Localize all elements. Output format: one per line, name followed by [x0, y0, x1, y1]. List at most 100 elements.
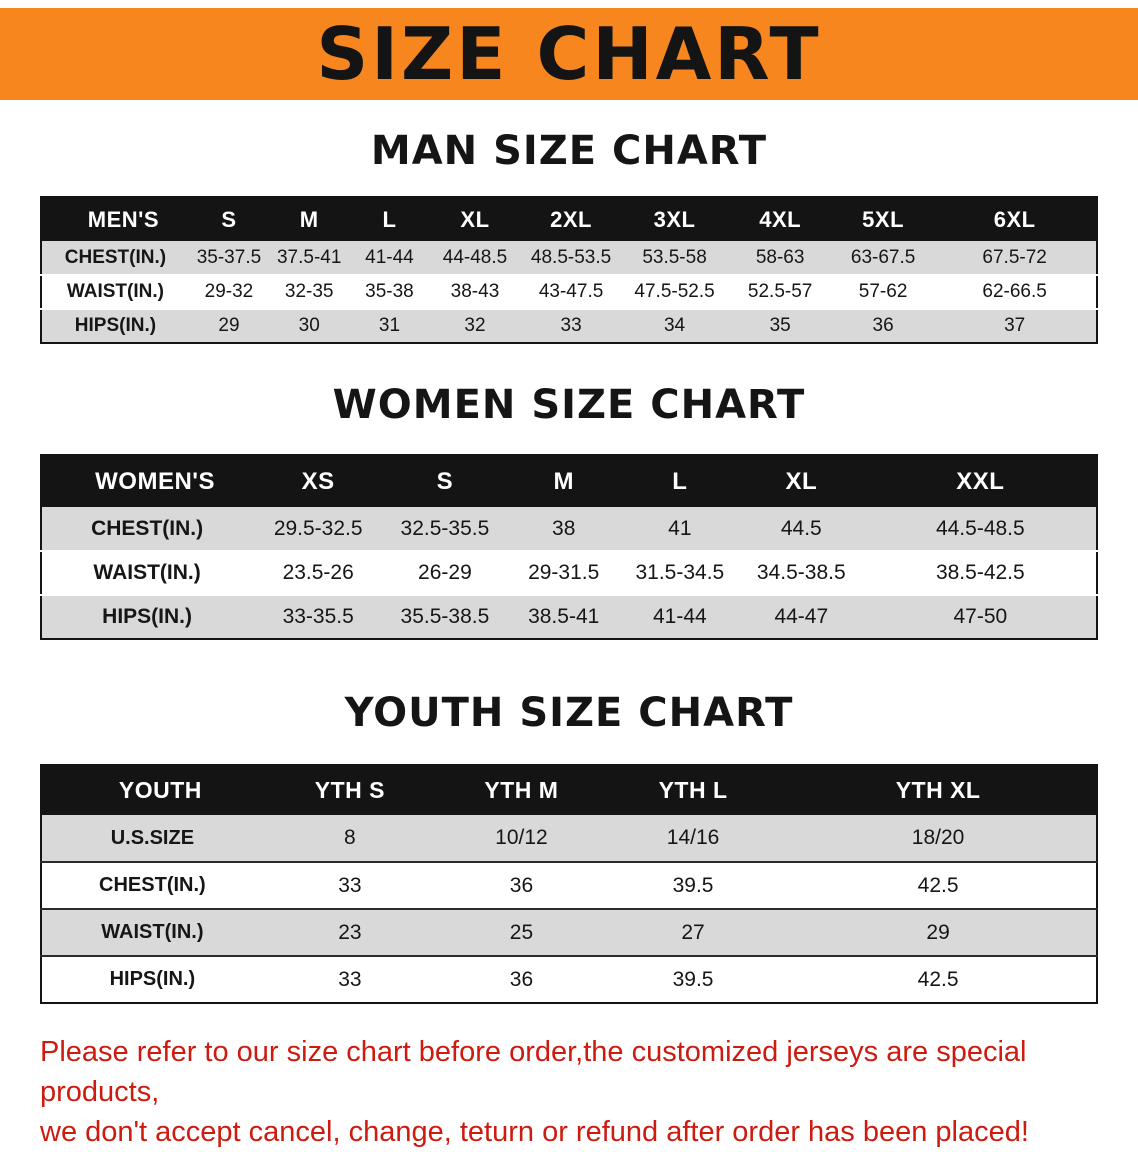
cell: 39.5: [605, 862, 781, 910]
youth-header-label: YOUTH: [41, 765, 263, 815]
cell: 41-44: [621, 595, 738, 639]
cell: 67.5-72: [933, 241, 1097, 276]
cell: 32: [429, 309, 521, 343]
men-header-size-m: M: [269, 197, 350, 241]
cell: 38.5-42.5: [864, 551, 1097, 596]
youth-size-table: YOUTH YTH S YTH M YTH L YTH XL U.S.SIZE …: [40, 764, 1098, 1004]
cell: 23: [262, 909, 437, 957]
cell: 33: [262, 956, 437, 1003]
men-size-table: MEN'S S M L XL 2XL 3XL 4XL 5XL 6XL CHEST…: [40, 196, 1098, 344]
cell: 35: [727, 309, 833, 343]
cell: 32.5-35.5: [384, 507, 506, 552]
cell: 29-32: [188, 275, 270, 310]
cell: 29-31.5: [505, 551, 622, 596]
men-heading: MAN SIZE CHART: [370, 128, 768, 174]
row-label: WAIST(IN.): [41, 551, 253, 596]
cell: 38.5-41: [505, 595, 622, 639]
cell: 41: [621, 507, 738, 552]
cell: 33: [262, 862, 437, 910]
cell: 35-38: [349, 275, 430, 310]
cell: 25: [436, 909, 606, 957]
row-label: CHEST(IN.): [41, 241, 189, 276]
row-label: CHEST(IN.): [41, 862, 263, 910]
cell: 41-44: [349, 241, 430, 276]
row-label: HIPS(IN.): [41, 309, 189, 343]
women-waist-row: WAIST(IN.) 23.5-26 26-29 29-31.5 31.5-34…: [41, 551, 1097, 596]
cell: 29: [780, 909, 1097, 957]
cell: 34: [621, 309, 728, 343]
women-header-size-xxl: XXL: [864, 455, 1097, 507]
women-header-label: WOMEN'S: [41, 455, 253, 507]
cell: 44-48.5: [429, 241, 521, 276]
youth-header-size-l: YTH L: [605, 765, 781, 815]
cell: 18/20: [780, 815, 1097, 863]
cell: 14/16: [605, 815, 781, 863]
cell: 34.5-38.5: [737, 551, 865, 596]
cell: 58-63: [727, 241, 833, 276]
cell: 63-67.5: [832, 241, 934, 276]
cell: 23.5-26: [252, 551, 385, 596]
women-header-size-s: S: [384, 455, 506, 507]
cell: 62-66.5: [933, 275, 1097, 310]
row-label: HIPS(IN.): [41, 956, 263, 1003]
men-header-size-5xl: 5XL: [832, 197, 934, 241]
women-chest-row: CHEST(IN.) 29.5-32.5 32.5-35.5 38 41 44.…: [41, 507, 1097, 552]
men-header-size-6xl: 6XL: [933, 197, 1097, 241]
cell: 44.5-48.5: [864, 507, 1097, 552]
youth-chest-row: CHEST(IN.) 33 36 39.5 42.5: [41, 862, 1097, 910]
cell: 36: [436, 862, 606, 910]
cell: 44.5: [737, 507, 865, 552]
cell: 26-29: [384, 551, 506, 596]
row-label: CHEST(IN.): [41, 507, 253, 552]
women-heading: WOMEN SIZE CHART: [332, 382, 806, 428]
men-header-size-3xl: 3XL: [621, 197, 728, 241]
men-header-size-s: S: [188, 197, 270, 241]
cell: 36: [436, 956, 606, 1003]
men-header-label: MEN'S: [41, 197, 189, 241]
cell: 48.5-53.5: [520, 241, 622, 276]
women-header-size-l: L: [621, 455, 738, 507]
women-header-size-m: M: [505, 455, 622, 507]
page-title: SIZE CHART: [316, 12, 822, 96]
cell: 31: [349, 309, 430, 343]
cell: 29: [188, 309, 270, 343]
women-section: WOMEN SIZE CHART WOMEN'S XS S M L XL XXL…: [0, 382, 1138, 640]
youth-ussize-row: U.S.SIZE 8 10/12 14/16 18/20: [41, 815, 1097, 863]
disclaimer-line-1: Please refer to our size chart before or…: [40, 1036, 1027, 1108]
disclaimer-line-2: we don't accept cancel, change, teturn o…: [40, 1116, 1029, 1148]
cell: 38: [505, 507, 622, 552]
cell: 44-47: [737, 595, 865, 639]
men-header-size-xl: XL: [429, 197, 521, 241]
cell: 27: [605, 909, 781, 957]
cell: 36: [832, 309, 934, 343]
men-header-size-2xl: 2XL: [520, 197, 622, 241]
youth-heading: YOUTH SIZE CHART: [344, 690, 794, 736]
disclaimer: Please refer to our size chart before or…: [0, 1032, 1138, 1152]
row-label: HIPS(IN.): [41, 595, 253, 639]
men-header-size-4xl: 4XL: [727, 197, 833, 241]
youth-section: YOUTH SIZE CHART YOUTH YTH S YTH M YTH L…: [0, 690, 1138, 1004]
cell: 38-43: [429, 275, 521, 310]
men-hips-row: HIPS(IN.) 29 30 31 32 33 34 35 36 37: [41, 309, 1097, 343]
cell: 37.5-41: [269, 241, 350, 276]
men-header-row: MEN'S S M L XL 2XL 3XL 4XL 5XL 6XL: [41, 197, 1097, 241]
women-header-size-xs: XS: [252, 455, 385, 507]
youth-header-size-s: YTH S: [262, 765, 437, 815]
cell: 47.5-52.5: [621, 275, 728, 310]
men-waist-row: WAIST(IN.) 29-32 32-35 35-38 38-43 43-47…: [41, 275, 1097, 310]
youth-header-size-xl: YTH XL: [780, 765, 1097, 815]
cell: 39.5: [605, 956, 781, 1003]
youth-hips-row: HIPS(IN.) 33 36 39.5 42.5: [41, 956, 1097, 1003]
cell: 57-62: [832, 275, 934, 310]
cell: 33: [520, 309, 622, 343]
cell: 33-35.5: [252, 595, 385, 639]
youth-waist-row: WAIST(IN.) 23 25 27 29: [41, 909, 1097, 957]
cell: 31.5-34.5: [621, 551, 738, 596]
youth-header-size-m: YTH M: [436, 765, 606, 815]
row-label: WAIST(IN.): [41, 909, 263, 957]
cell: 35-37.5: [188, 241, 270, 276]
men-header-size-l: L: [349, 197, 430, 241]
men-section: MAN SIZE CHART MEN'S S M L XL 2XL 3XL 4X…: [0, 128, 1138, 344]
cell: 29.5-32.5: [252, 507, 385, 552]
cell: 37: [933, 309, 1097, 343]
